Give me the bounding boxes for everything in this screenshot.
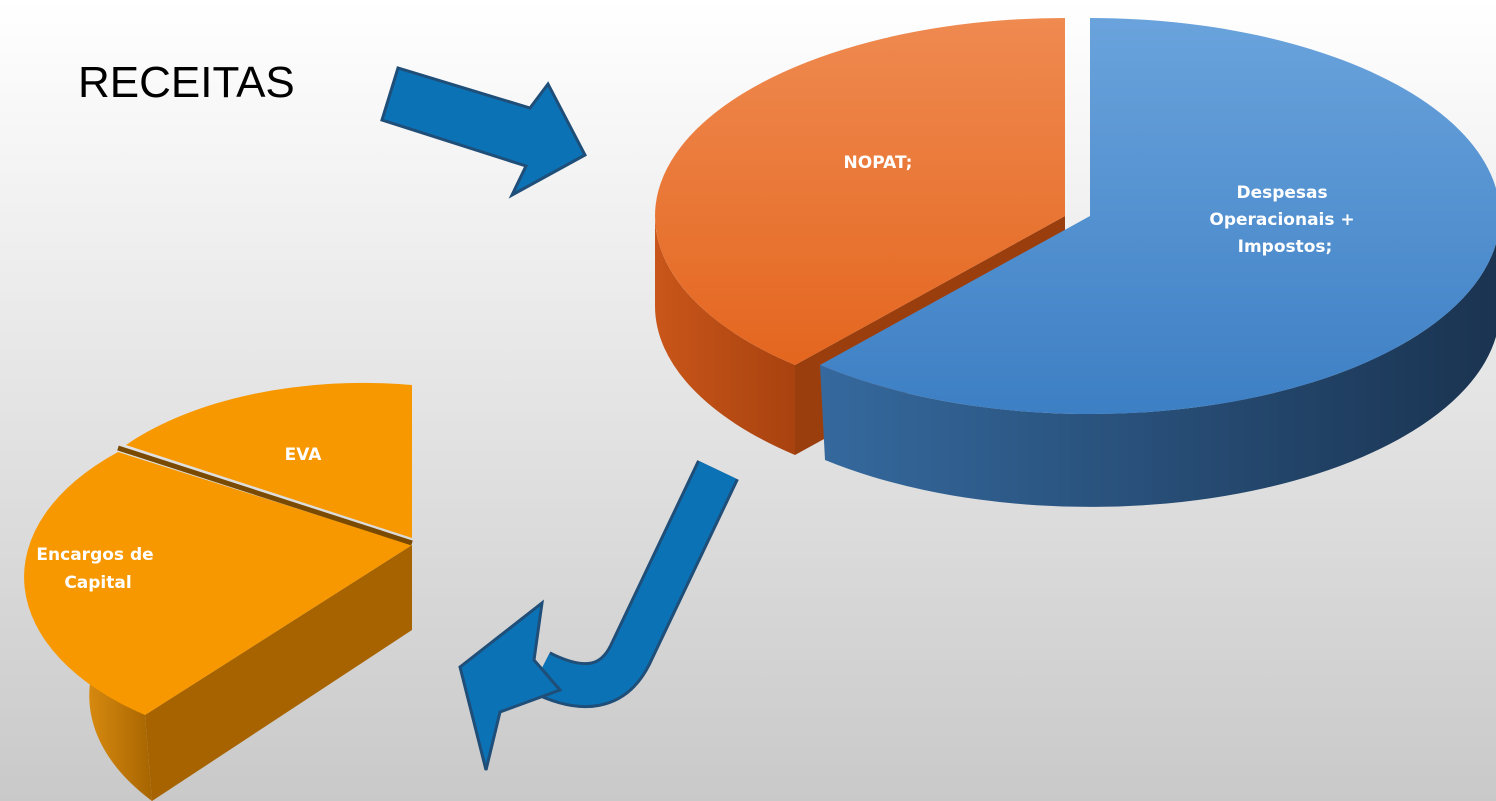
slice-despesas bbox=[820, 18, 1496, 414]
slice-label: EVA bbox=[285, 445, 323, 465]
slice-label: Despesas Operacionais + Impostos; bbox=[1209, 183, 1360, 257]
slice-nopat bbox=[655, 18, 1065, 365]
slice-label: NOPAT; bbox=[844, 153, 913, 173]
slice-eva bbox=[126, 382, 412, 538]
slice-side bbox=[655, 216, 795, 455]
slice-side bbox=[820, 243, 1496, 507]
slice-encargos bbox=[24, 452, 412, 715]
slice-label: Encargos de Capital bbox=[36, 545, 159, 593]
slice-side bbox=[145, 545, 412, 801]
divider bbox=[117, 445, 413, 546]
title: RECEITAS bbox=[78, 58, 295, 107]
arrow bbox=[380, 66, 588, 199]
pie-large: NOPAT; Despesas Operacionais + Impostos; bbox=[655, 18, 1496, 507]
arrow bbox=[458, 460, 739, 771]
pie-small: EVA Encargos de Capital bbox=[24, 382, 413, 801]
